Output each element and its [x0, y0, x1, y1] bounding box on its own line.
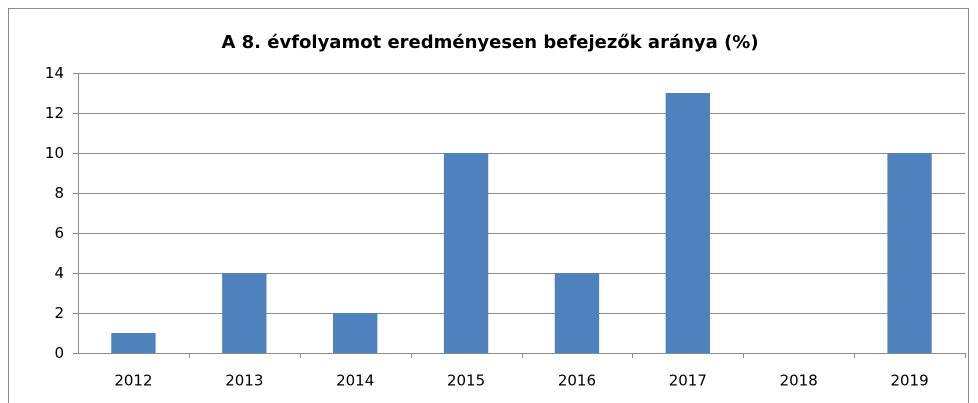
x-tick-label: 2014: [336, 372, 374, 390]
x-tick-label: 2019: [890, 372, 928, 390]
y-tick-label: 14: [45, 64, 64, 82]
bar: [333, 313, 378, 353]
bar: [222, 273, 267, 353]
y-tick-label: 8: [54, 184, 64, 202]
x-tick-label: 2012: [114, 372, 152, 390]
bar: [665, 93, 710, 353]
x-tick-label: 2013: [225, 372, 263, 390]
chart-frame: [8, 8, 969, 403]
chart-title: A 8. évfolyamot eredményesen befejezők a…: [221, 32, 758, 53]
x-tick-label: 2017: [669, 372, 707, 390]
bar: [443, 153, 489, 353]
x-tick-label: 2015: [447, 372, 485, 390]
x-tick-label: 2016: [558, 372, 596, 390]
bar: [887, 153, 932, 353]
bar: [111, 333, 156, 353]
y-tick-label: 4: [54, 264, 64, 282]
y-tick-label: 12: [45, 104, 64, 122]
y-tick-label: 10: [45, 144, 64, 162]
bar: [554, 273, 600, 353]
y-tick-label: 2: [54, 304, 64, 322]
x-tick-label: 2018: [780, 372, 818, 390]
y-tick-label: 0: [54, 344, 64, 362]
y-tick-label: 6: [54, 224, 64, 242]
